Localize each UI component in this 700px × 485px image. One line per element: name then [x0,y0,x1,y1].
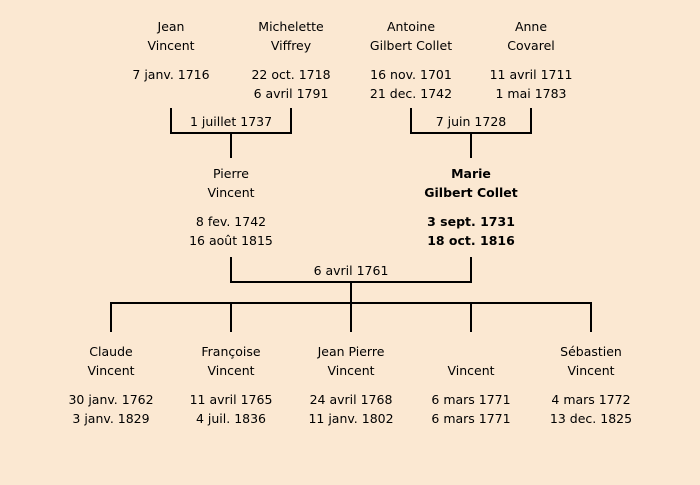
connector-line [410,132,532,134]
person-name-line1: Michelette [258,19,324,34]
connector-line [230,257,232,283]
person-name-line1: Sébastien [560,344,622,359]
death-date: 1 mai 1783 [495,86,567,101]
connector-line [350,302,352,332]
death-date: 11 janv. 1802 [308,411,394,426]
birth-date: 22 oct. 1718 [251,67,331,82]
person-name: Marie Gilbert Collet [396,164,546,202]
person-name-line1: Jean Pierre [317,344,385,359]
person-dates: 8 fev. 1742 16 août 1815 [156,212,306,250]
person-name: Jean Vincent [96,17,246,55]
person-name-line1: Claude [89,344,133,359]
connector-line [530,108,532,134]
marriage-date-label: 6 avril 1761 [313,263,389,278]
connector-line [470,257,472,283]
connector-line [470,134,472,158]
person-name-line2: Gilbert Collet [369,38,453,53]
connector-line [590,302,592,332]
person-francoise-vincent[interactable]: Françoise Vincent 11 avril 1765 4 juil. … [156,342,306,428]
birth-date: 24 avril 1768 [309,392,393,407]
death-date: 3 janv. 1829 [72,411,150,426]
person-name: Françoise Vincent [156,342,306,380]
birth-date: 30 janv. 1762 [68,392,154,407]
person-name: Anne Covarel [456,17,606,55]
person-jean-pierre-vincent[interactable]: Jean Pierre Vincent 24 avril 1768 11 jan… [276,342,426,428]
person-dates: 30 janv. 1762 3 janv. 1829 [36,390,186,428]
person-dates: 7 janv. 1716 [96,65,246,103]
person-anne-covarel[interactable]: Anne Covarel 11 avril 1711 1 mai 1783 [456,17,606,103]
person-name: Vincent [396,342,546,380]
death-date: 6 avril 1791 [253,86,329,101]
person-marie-gilbert-collet[interactable]: Marie Gilbert Collet 3 sept. 1731 18 oct… [396,164,546,250]
death-date: 16 août 1815 [189,233,273,248]
person-name: Claude Vincent [36,342,186,380]
birth-date: 16 nov. 1701 [370,67,452,82]
connector-line [410,108,412,134]
person-name-line1: Marie [451,166,491,181]
person-name-line1: Françoise [201,344,261,359]
birth-date: 6 mars 1771 [431,392,511,407]
person-name-line2: Gilbert Collet [424,185,518,200]
connector-line [170,132,292,134]
person-name-line1: Anne [514,19,548,34]
person-dates: 16 nov. 1701 21 dec. 1742 [336,65,486,103]
person-dates: 4 mars 1772 13 dec. 1825 [516,390,666,428]
connector-line [350,283,352,304]
death-date: 4 juil. 1836 [195,411,267,426]
person-name-line2: Vincent [147,38,195,53]
person-name-line2: Vincent [87,363,135,378]
person-name-line2: Covarel [507,38,555,53]
person-name-line2: Vincent [207,363,255,378]
death-date: 13 dec. 1825 [549,411,633,426]
person-jean-vincent[interactable]: Jean Vincent 7 janv. 1716 [96,17,246,103]
connector-line [290,108,292,134]
birth-date: 11 avril 1765 [189,392,273,407]
connector-line [230,281,472,283]
connector-line [170,108,172,134]
person-pierre-vincent[interactable]: Pierre Vincent 8 fev. 1742 16 août 1815 [156,164,306,250]
birth-date: 8 fev. 1742 [195,214,267,229]
person-dates: 6 mars 1771 6 mars 1771 [396,390,546,428]
person-name-line2: Vincent [327,363,375,378]
person-name: Jean Pierre Vincent [276,342,426,380]
person-name-line2: Viffrey [270,38,312,53]
person-dates: 11 avril 1765 4 juil. 1836 [156,390,306,428]
connector-line [110,302,112,332]
person-claude-vincent[interactable]: Claude Vincent 30 janv. 1762 3 janv. 182… [36,342,186,428]
person-sebastien-vincent[interactable]: Sébastien Vincent 4 mars 1772 13 dec. 18… [516,342,666,428]
person-dates: 22 oct. 1718 6 avril 1791 [216,65,366,103]
death-date: 18 oct. 1816 [427,233,515,248]
person-name: Michelette Viffrey [216,17,366,55]
marriage-date-label: 7 juin 1728 [435,114,507,129]
person-dates: 24 avril 1768 11 janv. 1802 [276,390,426,428]
person-name-line1: Pierre [213,166,249,181]
connector-line [470,302,472,332]
person-name-line2: Vincent [567,363,615,378]
person-name: Antoine Gilbert Collet [336,17,486,55]
person-michelette-viffrey[interactable]: Michelette Viffrey 22 oct. 1718 6 avril … [216,17,366,103]
person-name-line1: Antoine [386,19,436,34]
birth-date: 3 sept. 1731 [427,214,515,229]
death-date: 21 dec. 1742 [369,86,453,101]
person-name-line1: Jean [157,19,185,34]
birth-date: 4 mars 1772 [551,392,631,407]
marriage-date-label: 1 juillet 1737 [189,114,273,129]
death-date: 6 mars 1771 [431,411,511,426]
person-name-line2: Vincent [447,363,495,378]
person-dates: 3 sept. 1731 18 oct. 1816 [396,212,546,250]
person-name: Pierre Vincent [156,164,306,202]
connector-line [230,134,232,158]
person-vincent[interactable]: Vincent 6 mars 1771 6 mars 1771 [396,342,546,428]
person-name: Sébastien Vincent [516,342,666,380]
connector-line [230,302,232,332]
birth-date: 7 janv. 1716 [132,67,210,82]
person-antoine-gilbert-collet[interactable]: Antoine Gilbert Collet 16 nov. 1701 21 d… [336,17,486,103]
birth-date: 11 avril 1711 [489,67,573,82]
person-dates: 11 avril 1711 1 mai 1783 [456,65,606,103]
person-name-line2: Vincent [207,185,255,200]
